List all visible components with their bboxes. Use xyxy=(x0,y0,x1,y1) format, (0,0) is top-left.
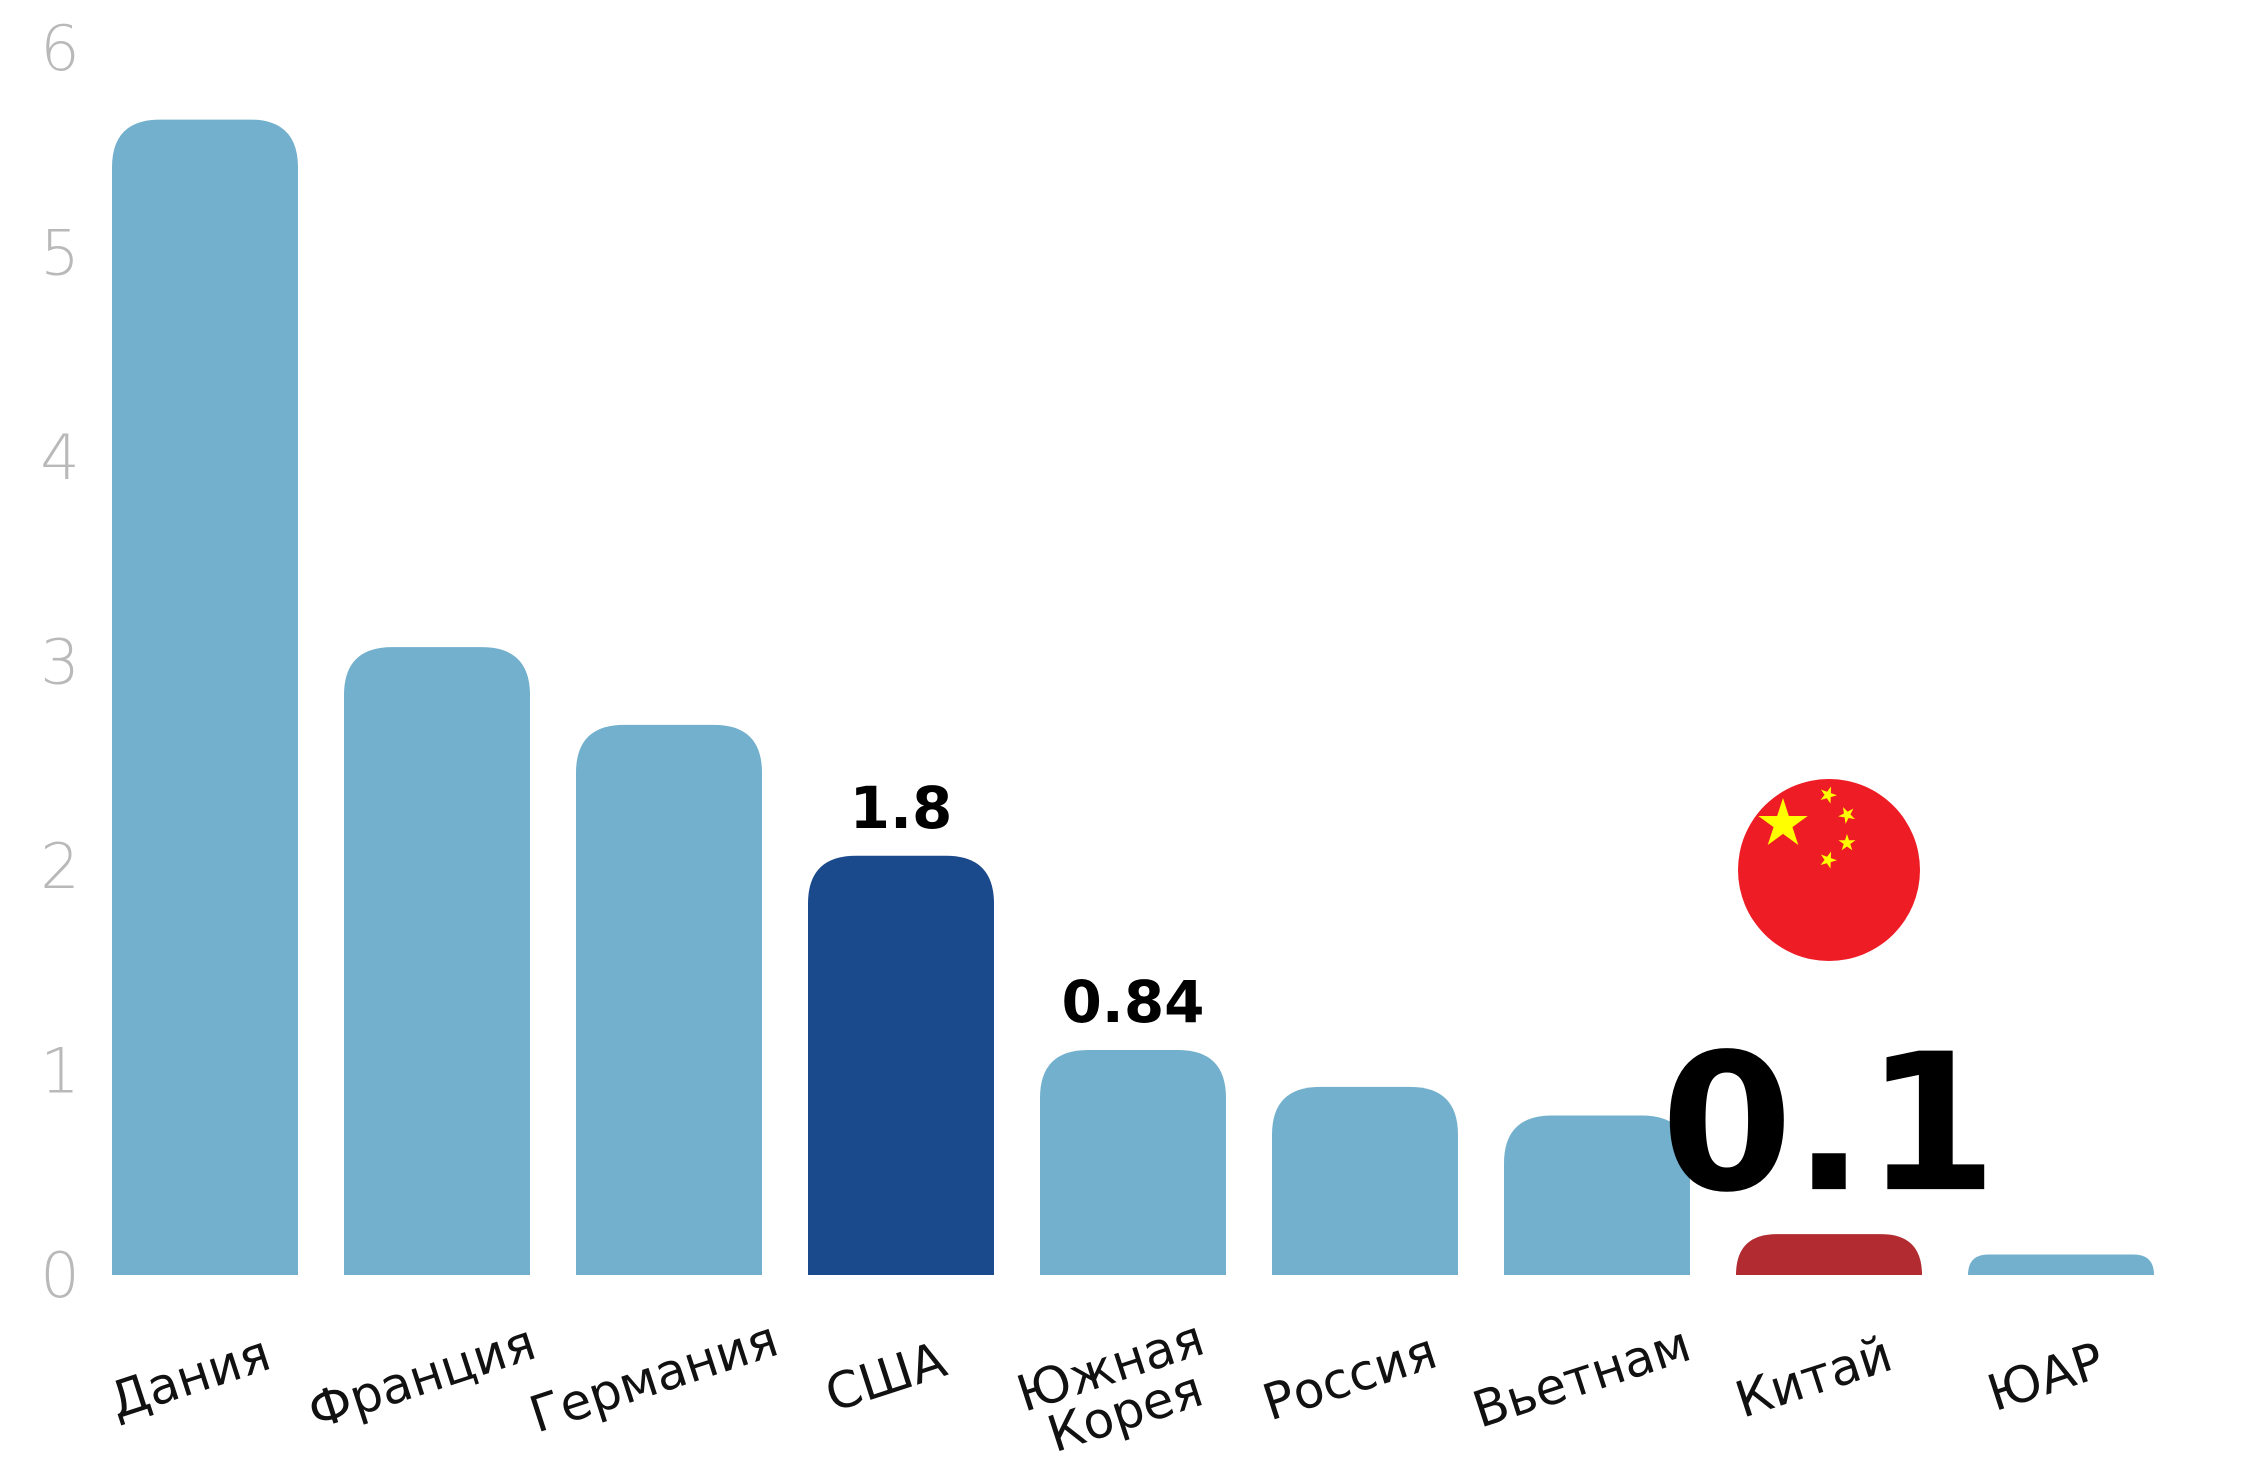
flag-star xyxy=(1820,851,1837,869)
bar-9 xyxy=(1968,1254,2154,1275)
flag-circle xyxy=(1738,779,1920,961)
y-axis: 0 1 2 3 4 5 6 xyxy=(40,12,79,1312)
y-tick-label: 1 xyxy=(40,1035,79,1108)
flag-star xyxy=(1820,786,1837,804)
y-tick-label: 2 xyxy=(40,830,79,903)
data-label: 0.84 xyxy=(1061,968,1204,1036)
x-tick-label: Германия xyxy=(523,1310,785,1444)
y-tick-label: 3 xyxy=(40,626,79,699)
x-tick-label: Вьетнам xyxy=(1466,1315,1698,1440)
data-label: 1.8 xyxy=(850,774,953,842)
bar-1 xyxy=(112,119,298,1276)
x-tick-label: Китай xyxy=(1729,1325,1899,1430)
x-tick-label-line: США xyxy=(818,1331,953,1424)
bar-4 xyxy=(808,855,994,1275)
bar-6 xyxy=(1272,1086,1458,1275)
bar-2 xyxy=(344,647,530,1275)
y-tick-label: 4 xyxy=(40,421,79,494)
x-tick-label: ЮАР xyxy=(1980,1331,2110,1423)
data-label: 0.1 xyxy=(1661,1013,1998,1234)
bar-3 xyxy=(576,724,762,1275)
x-tick-label: Дания xyxy=(102,1324,277,1430)
flag-star xyxy=(1838,806,1856,824)
y-tick-label: 6 xyxy=(40,12,79,85)
x-tick-label-line: Вьетнам xyxy=(1466,1315,1698,1440)
flag-star xyxy=(1838,834,1856,851)
x-tick-label-line: Германия xyxy=(523,1310,785,1444)
bars xyxy=(112,119,2154,1276)
x-tick-label-line: Франция xyxy=(301,1313,542,1441)
y-tick-label: 5 xyxy=(40,217,79,290)
x-tick-label-line: ЮАР xyxy=(1980,1331,2110,1423)
china-flag-icon xyxy=(1738,779,1920,961)
bar-5 xyxy=(1040,1050,1226,1275)
bar-7 xyxy=(1504,1115,1690,1275)
data-labels: 1.8 0.84 0.1 xyxy=(850,774,1998,1234)
bar-8 xyxy=(1736,1234,1922,1275)
x-tick-label-line: Россия xyxy=(1256,1322,1443,1432)
flag-star xyxy=(1758,798,1808,846)
x-tick-label-line: Китай xyxy=(1729,1325,1899,1430)
x-tick-label: Россия xyxy=(1256,1322,1443,1432)
x-tick-label: Франция xyxy=(301,1313,542,1441)
x-tick-label: США xyxy=(818,1331,953,1424)
x-tick-label-line: Дания xyxy=(102,1324,277,1430)
y-tick-label: 0 xyxy=(40,1239,79,1312)
